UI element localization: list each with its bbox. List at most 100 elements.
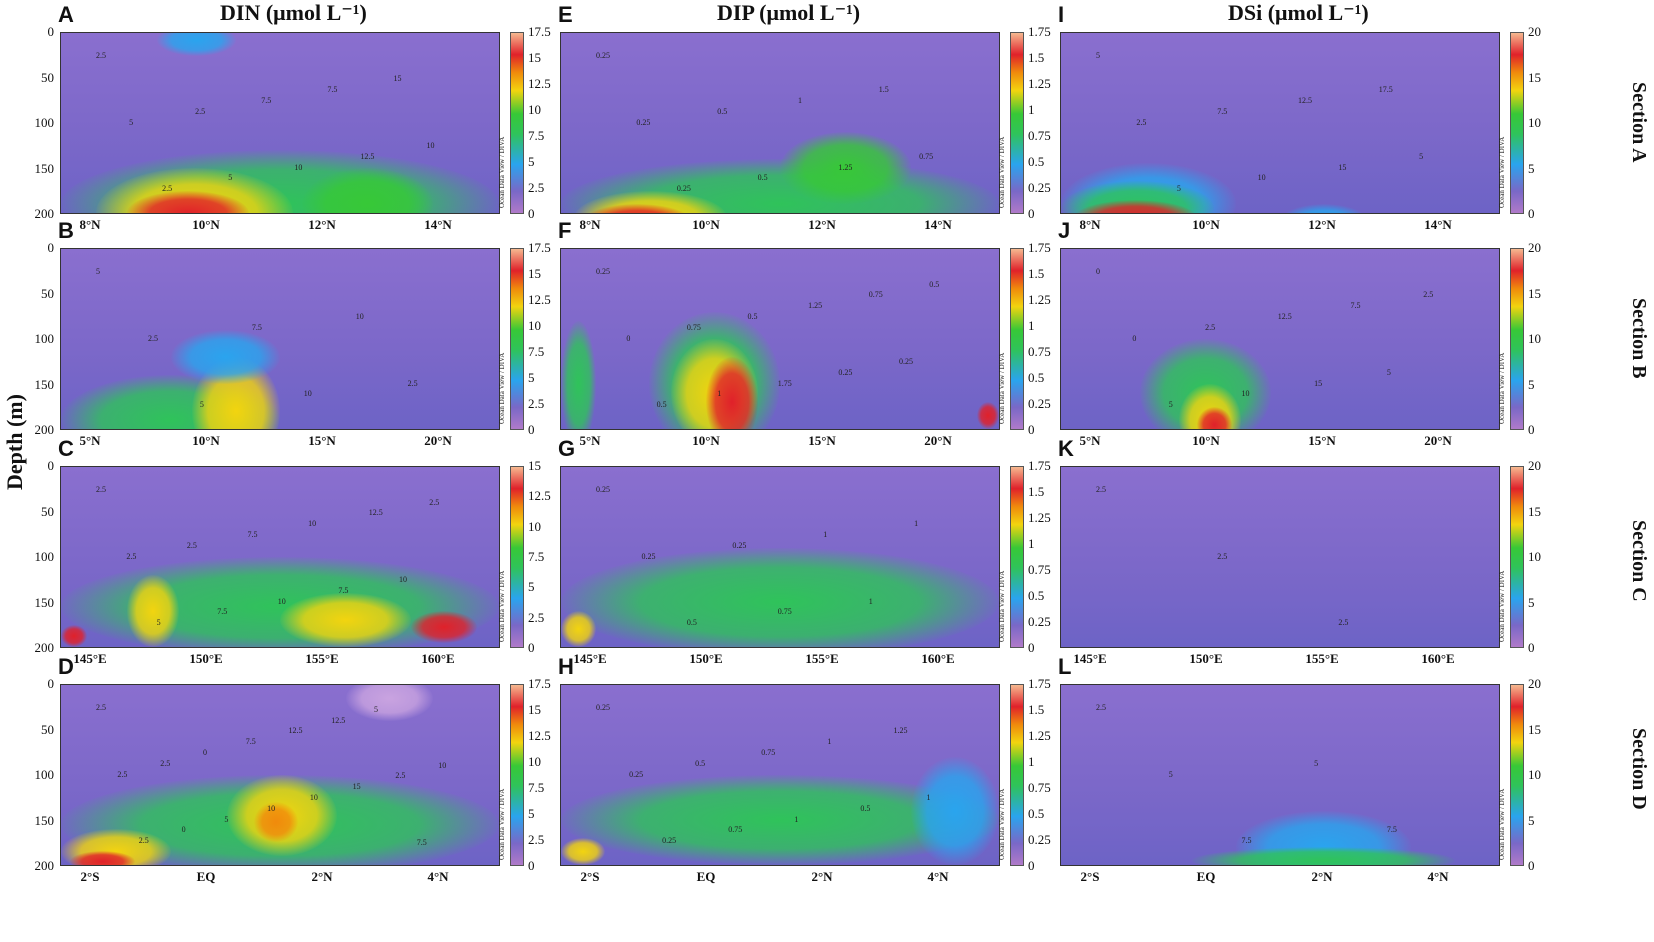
contour-label: 2.5 [1096,703,1107,712]
x-tick-label: 14°N [1424,217,1452,232]
x-tick-label: 15°N [1308,433,1336,448]
column-title-dsi: DSi (μmol L⁻¹) [1228,0,1369,25]
colorbar-tick-label: 15 [1528,503,1541,519]
depth-tick-label: 50 [41,503,54,519]
concentration-blob [780,132,912,204]
colorbar-tick-label: 5 [1528,594,1535,610]
depth-tick-label: 150 [34,594,55,610]
colorbar-tick-label: 10 [528,102,541,117]
contour-label: 5 [1386,367,1391,377]
colorbar-tick-label: 10 [528,754,541,769]
contour-label: 0 [202,748,207,757]
colorbar-tick-label: 0 [1028,858,1035,873]
concentration-blob [1196,407,1232,429]
x-tick-label: 155°E [1305,651,1339,666]
x-tick-label: 4°N [1427,869,1449,884]
x-tick-label: 160°E [421,651,455,666]
depth-tick-label: 200 [34,640,55,655]
contour-label: 0.25 [676,184,691,194]
x-tick-label: 8°N [1079,217,1101,232]
colorbar-tick-label: 15 [1528,285,1541,301]
contour-label: 2.5 [407,378,418,388]
concentration-blob [977,402,999,429]
colorbar [510,248,524,430]
panel-letter-e: E [558,2,573,27]
contour-label: 0 [1132,333,1137,343]
contour-label: 2.5 [117,769,128,779]
panel-letter-g: G [558,436,576,461]
depth-tick-label: 0 [47,458,55,473]
panel-letter-d: D [58,654,74,679]
contour-label: 5 [96,267,101,276]
colorbar-tick-label: 10 [1528,549,1541,564]
x-tick-label: 2°S [580,869,600,884]
contour-label: 0.75 [686,322,701,332]
contour-label: 1.25 [893,726,908,736]
contour-label: 2.5 [1136,117,1147,127]
panel-letter-k: K [1058,436,1074,461]
colorbar-tick-label: 1.25 [1028,728,1051,743]
contour-label: 12.5 [1277,312,1292,321]
concentration-blob [561,321,597,429]
contour-label: 2.5 [138,836,149,846]
colorbar [1010,684,1024,866]
contour-label: 5 [156,618,161,628]
x-tick-label: 2°S [80,869,100,884]
x-tick-label: 145°E [573,651,607,666]
panel-letter-h: H [558,654,574,679]
x-tick-label: 5°N [579,433,601,448]
colorbar-tick-label: 1.25 [1028,510,1051,525]
contour-label: 10 [438,760,447,770]
colorbar-note: Ocean Data View / DIVA [998,788,1006,860]
contour-label: 5 [224,814,229,824]
contour-label: 0.75 [919,151,934,161]
colorbar-tick-label: 17.5 [528,240,551,255]
colorbar-tick-label: 1 [1028,536,1035,551]
x-tick-label: 12°N [308,217,336,232]
x-tick-label: 2°N [311,869,333,884]
depth-tick-label: 0 [47,24,55,39]
contour-label: 10 [303,389,312,399]
contour-label: 10 [267,803,276,813]
colorbar-tick-label: 0 [528,206,535,221]
colorbar [1010,32,1024,214]
concentration-blob [705,357,759,429]
contour-label: 1 [827,737,832,747]
colorbar-tick-label: 0.25 [1028,180,1051,195]
colorbar-tick-label: 5 [528,370,535,385]
colorbar-tick-label: 1.75 [1028,458,1051,473]
x-tick-label: 10°N [192,433,220,448]
section-label-d: Section D [1628,728,1650,810]
colorbar-tick-label: 7.5 [528,549,545,564]
heatmap-panel-k: 2.5 2.5 2.5 [1060,466,1500,648]
x-tick-label: 2°N [1311,869,1333,884]
panel-letter-f: F [558,218,572,243]
panel-letter-b: B [58,218,74,243]
contour-label: 10 [426,141,435,150]
contour-label: 7.5 [1350,301,1361,311]
colorbar [1510,248,1524,430]
colorbar [510,684,524,866]
colorbar-tick-label: 0.25 [1028,614,1051,629]
colorbar-tick-label: 1.5 [1028,484,1045,499]
colorbar [1510,32,1524,214]
contour-label: 1.75 [777,378,792,388]
contour-label: 15 [352,782,361,792]
contour-label: 10 [1257,173,1266,183]
colorbar-tick-label: 7.5 [528,780,545,795]
contour-label: 2.5 [1217,551,1228,561]
heatmap-panel-c: 2.5 2.5 5 2.5 7.5 7.5 10 10 7.5 12.5 10 2.5 [60,466,500,648]
heatmap-panel-g: 0.25 0.25 0.5 0.25 0.75 1 1 1 [560,466,1000,648]
contour-label: 0 [181,825,186,835]
colorbar-tick-label: 15 [528,458,541,473]
colorbar-tick-label: 10 [1528,331,1541,346]
contour-label: 2.5 [96,51,107,60]
colorbar-tick-label: 0.5 [1028,806,1045,821]
colorbar [1510,466,1524,648]
contour-label: 2.5 [395,771,406,781]
contour-label: 2.5 [1205,322,1216,332]
contour-label: 7.5 [416,838,427,847]
contour-label: 0.25 [662,836,677,846]
colorbar-tick-label: 15 [1528,721,1541,737]
contour-label: 10 [277,596,286,606]
